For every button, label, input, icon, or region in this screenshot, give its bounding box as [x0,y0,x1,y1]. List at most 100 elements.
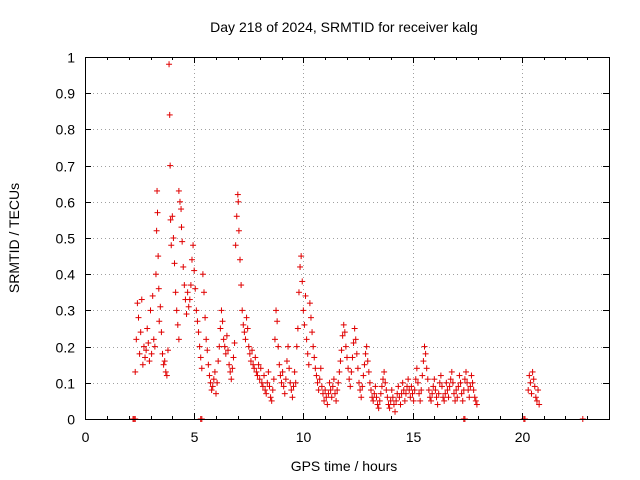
data-point [430,383,437,390]
data-point [143,347,150,354]
data-point [446,383,453,390]
data-point [203,336,210,343]
data-point [235,227,242,234]
data-point [436,379,443,386]
data-point [449,379,456,386]
data-point [529,368,536,375]
data-point [294,325,301,332]
data-point [321,397,328,404]
data-point [359,383,366,390]
data-point [238,282,245,289]
data-point [280,383,287,390]
data-point [471,394,478,401]
data-point [194,318,201,325]
data-point [444,387,451,394]
data-point [452,397,459,404]
data-point [305,361,312,368]
data-point [419,372,426,379]
data-point [353,350,360,357]
data-point [362,350,369,357]
data-point [181,282,188,289]
data-point [247,358,254,365]
data-point [395,383,402,390]
data-point [163,372,170,379]
data-point [428,397,435,404]
data-point [528,390,535,397]
data-point [378,383,385,390]
data-point [164,347,171,354]
data-point [245,343,252,350]
data-point [215,358,222,365]
data-point [172,289,179,296]
data-point [324,401,331,408]
data-point [179,238,186,245]
x-tick-label: 0 [82,429,90,445]
data-point [435,390,442,397]
tick-labels: 00.10.20.30.40.50.60.70.80.910 5 10 15 20 [56,50,531,446]
data-point [156,318,163,325]
data-point [235,198,242,205]
data-point [297,263,304,270]
data-point [302,292,309,299]
data-point [135,314,142,321]
y-tick-label: 0.7 [56,159,76,175]
data-point [293,343,300,350]
data-point [288,387,295,394]
data-point [261,372,268,379]
data-point [348,368,355,375]
data-point [151,343,158,350]
x-axis-label: GPS time / hours [291,458,398,474]
data-point [531,383,538,390]
data-point [310,343,317,350]
data-point [217,325,224,332]
data-point [145,339,152,346]
data-point [136,350,143,357]
data-point [180,263,187,270]
data-point [384,394,391,401]
data-point [301,321,308,328]
data-point [365,368,372,375]
data-point [459,397,466,404]
data-point [409,390,416,397]
data-point [317,365,324,372]
data-point [167,162,174,169]
data-point [331,390,338,397]
data-point [178,224,185,231]
data-point [292,379,299,386]
data-point [462,368,469,375]
y-tick-label: 1 [67,50,75,66]
data-point [363,343,370,350]
data-point [400,387,407,394]
data-point [246,350,253,357]
data-point [183,311,190,318]
data-point [160,361,167,368]
data-point [464,379,471,386]
data-point [274,318,281,325]
data-point [198,365,205,372]
data-point [307,314,314,321]
data-point [450,390,457,397]
data-point [457,379,464,386]
y-tick-label: 0.1 [56,376,76,392]
data-point [349,354,356,361]
data-point [229,365,236,372]
data-point [421,343,428,350]
data-point [138,296,145,303]
data-point [461,376,468,383]
data-point [257,365,264,372]
data-point [397,401,404,408]
data-point [276,361,283,368]
data-point [432,387,439,394]
data-point [139,361,146,368]
data-point [258,379,265,386]
data-point [447,376,454,383]
data-point [184,289,191,296]
data-point [366,379,373,386]
data-point [210,376,217,383]
data-point [414,379,421,386]
data-point [431,376,438,383]
data-point [387,397,394,404]
data-point [262,387,269,394]
data-point [234,191,241,198]
data-point [314,379,321,386]
